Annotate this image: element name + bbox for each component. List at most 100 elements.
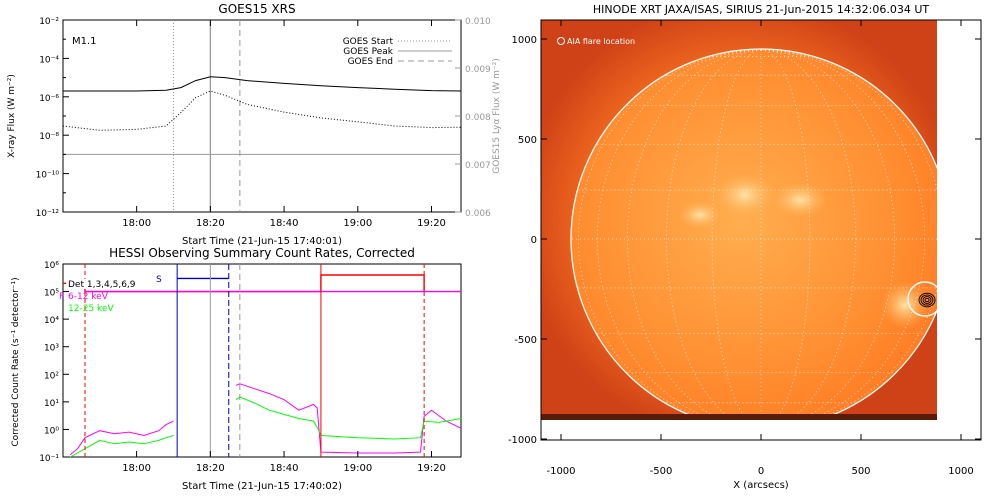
hessi-y-tick-label: 10⁴ <box>44 316 59 326</box>
longitude-line <box>666 49 762 420</box>
xrt-y-tick-label: 0 <box>531 235 537 246</box>
hessi-y-tick-label: 10⁻¹ <box>39 454 59 464</box>
hessi-y-tick-label: 10³ <box>44 344 59 354</box>
hessi-series-0 <box>235 383 462 454</box>
hessi-x-label: Start Time (21-Jun-15 17:40:02) <box>182 481 342 492</box>
goes-y2-label: GOES15 Lyα Flux (W m⁻²) <box>492 58 502 174</box>
hessi-y-tick-label: 10⁰ <box>44 426 59 436</box>
goes-x-tick-label: 19:20 <box>417 218 446 229</box>
hessi-x-tick-label: 19:20 <box>417 463 446 474</box>
longitude-line <box>760 49 856 420</box>
xrt-image <box>541 20 939 420</box>
xrt-y-tick-label: 500 <box>518 135 537 146</box>
hessi-legend-title: Det 1,3,4,5,6,9 <box>68 280 136 290</box>
goes-event-lines <box>173 20 241 212</box>
hessi-y-ticks: 10⁻¹ 10⁰ 10¹ 10² 10³ 10⁴ 10⁵ 10⁶ <box>39 261 69 464</box>
goes-y2-tick-label: 0.008 <box>465 113 491 123</box>
hessi-x-tick-label: 19:00 <box>343 463 372 474</box>
xrt-legend: AIA flare location <box>557 37 635 46</box>
xrt-x-tick-label: 0 <box>758 466 764 477</box>
xrt-y-tick-label: 1000 <box>512 35 537 46</box>
hessi-series-1 <box>235 396 462 440</box>
goes-title: GOES15 XRS <box>218 2 295 16</box>
hessi-vertical-lines <box>84 264 425 457</box>
goes-y-label: X-ray Flux (W m⁻²) <box>7 74 17 158</box>
goes-y2-tick-label: 0.007 <box>465 161 491 171</box>
heliographic-grid <box>572 49 939 420</box>
longitude-line <box>578 49 762 420</box>
hessi-x-tick-label: 18:40 <box>270 463 299 474</box>
solar-limb <box>570 48 939 420</box>
xrt-x-tick-label: 1000 <box>948 466 973 477</box>
hessi-series-1 <box>69 435 174 458</box>
goes-legend: GOES Start GOES Peak GOES End <box>343 37 452 67</box>
hessi-y-tick-label: 10¹ <box>44 399 59 409</box>
image-bottom-padding <box>541 420 946 440</box>
hessi-y-label: Corrected Count Rate (s⁻¹ detector⁻¹) <box>11 277 21 446</box>
flare-contour <box>922 296 932 304</box>
solar-disk <box>571 49 939 420</box>
legend-label-end: GOES End <box>348 57 393 67</box>
xrt-y-ticks: -1000 -500 0 500 1000 <box>508 35 981 446</box>
active-region-2 <box>772 182 828 218</box>
legend-label-start: GOES Start <box>343 37 394 47</box>
goes-y-tick-label: 10⁻¹² <box>36 209 60 219</box>
hessi-y-tick-label: 10⁶ <box>44 261 59 271</box>
xrt-y-tick-label: -1000 <box>508 435 537 446</box>
xrt-x-ticks: -1000 -500 0 500 1000 <box>546 20 974 477</box>
goes-y-tick-label: 10⁻⁶ <box>39 94 59 104</box>
active-region-4 <box>881 281 929 329</box>
goes-plot-frame <box>62 19 462 213</box>
hessi-legend-6-12: 6-12 keV <box>68 292 109 302</box>
goes-y-tick-label: 10⁻⁸ <box>39 132 59 142</box>
flare-contour <box>924 297 930 303</box>
flare-contour <box>920 294 934 306</box>
longitude-line <box>711 49 762 420</box>
hessi-flag-f: F <box>59 292 64 302</box>
active-region-3 <box>678 201 722 229</box>
goes-y-tick-label: 10⁻¹⁰ <box>36 171 60 181</box>
hessi-panel: HESSI Observing Summary Count Rates, Cor… <box>11 246 462 492</box>
xrt-x-label: X (arcsecs) <box>733 480 789 491</box>
xrt-title: HINODE XRT JAXA/ISAS, SIRIUS 21-Jun-2015… <box>593 3 930 16</box>
image-right-padding <box>937 20 946 440</box>
goes-series-0 <box>62 76 462 92</box>
longitude-line <box>760 49 926 420</box>
xrt-x-tick-label: 500 <box>851 466 870 477</box>
goes-y2-ticks: 0.006 0.007 0.008 0.009 0.010 <box>455 17 491 219</box>
hessi-y-tick-label: 10² <box>44 371 59 381</box>
hessi-x-ticks: 18:00 18:20 18:40 19:00 19:20 <box>122 451 446 474</box>
hessi-flag-s: S <box>156 275 162 285</box>
xrt-x-tick-label: -500 <box>650 466 673 477</box>
longitude-line <box>760 49 811 420</box>
goes-flare-class: M1.1 <box>72 36 97 47</box>
goes-x-tick-label: 18:00 <box>122 218 151 229</box>
goes-series <box>62 76 462 155</box>
goes-y-ticks: 10⁻¹² 10⁻¹⁰ 10⁻⁸ 10⁻⁶ 10⁻⁴ 10⁻² <box>36 17 69 219</box>
flare-circle <box>907 281 943 317</box>
xrt-panel: HINODE XRT JAXA/ISAS, SIRIUS 21-Jun-2015… <box>508 3 982 491</box>
legend-label-peak: GOES Peak <box>343 47 393 57</box>
goes-x-label: Start Time (21-Jun-15 17:40:01) <box>182 236 342 247</box>
goes-y2-tick-label: 0.010 <box>465 17 491 27</box>
goes-x-tick-label: 19:00 <box>343 218 372 229</box>
goes-y2-tick-label: 0.006 <box>465 209 491 219</box>
longitude-line <box>596 49 762 420</box>
hessi-title: HESSI Observing Summary Count Rates, Cor… <box>109 246 415 260</box>
goes-y2-tick-label: 0.009 <box>465 65 491 75</box>
hessi-x-tick-label: 18:00 <box>122 463 151 474</box>
legend-circle-icon <box>557 37 565 45</box>
legend-backing <box>66 279 166 289</box>
hessi-x-tick-label: 18:20 <box>196 463 225 474</box>
goes-x-tick-label: 18:20 <box>196 218 225 229</box>
goes-y-tick-label: 10⁻⁴ <box>39 55 59 65</box>
goes-series-1 <box>62 90 462 131</box>
hessi-legend-12-25: 12-25 keV <box>68 304 114 314</box>
longitude-line <box>760 49 939 420</box>
flare-location-marker <box>907 281 943 317</box>
xrt-x-tick-label: -1000 <box>546 466 575 477</box>
hessi-series-0 <box>69 420 174 456</box>
goes-x-tick-label: 18:40 <box>270 218 299 229</box>
goes-panel: GOES15 XRS 18:00 18:20 18:40 19:00 19:20 10⁻… <box>7 2 502 247</box>
